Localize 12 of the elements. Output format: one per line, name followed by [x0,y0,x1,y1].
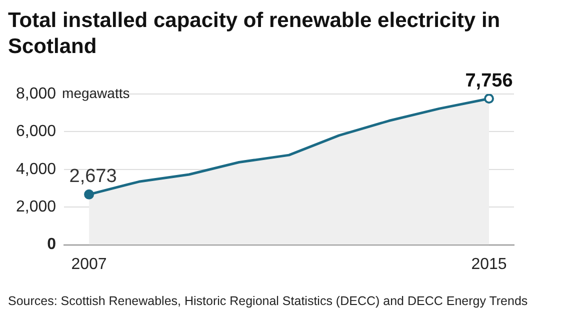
source-note: Sources: Scottish Renewables, Historic Regional Statistics (DECC) and DECC Energy Trends [8,294,529,308]
data-label: 7,756 [465,70,513,92]
x-tick-label: 2015 [471,256,507,273]
y-tick-label: 2,000 [16,198,56,216]
y-axis-title: megawatts [62,84,130,101]
chart-title: Total installed capacity of renewable electricity in Scotland [8,8,502,60]
y-tick-label: 4,000 [16,160,56,178]
y-tick-label: 8,000 [16,85,56,102]
y-tick-label: 0 [47,236,56,254]
x-tick-label: 2007 [71,256,107,273]
data-label: 2,673 [69,166,117,188]
y-tick-label: 6,000 [16,123,56,140]
